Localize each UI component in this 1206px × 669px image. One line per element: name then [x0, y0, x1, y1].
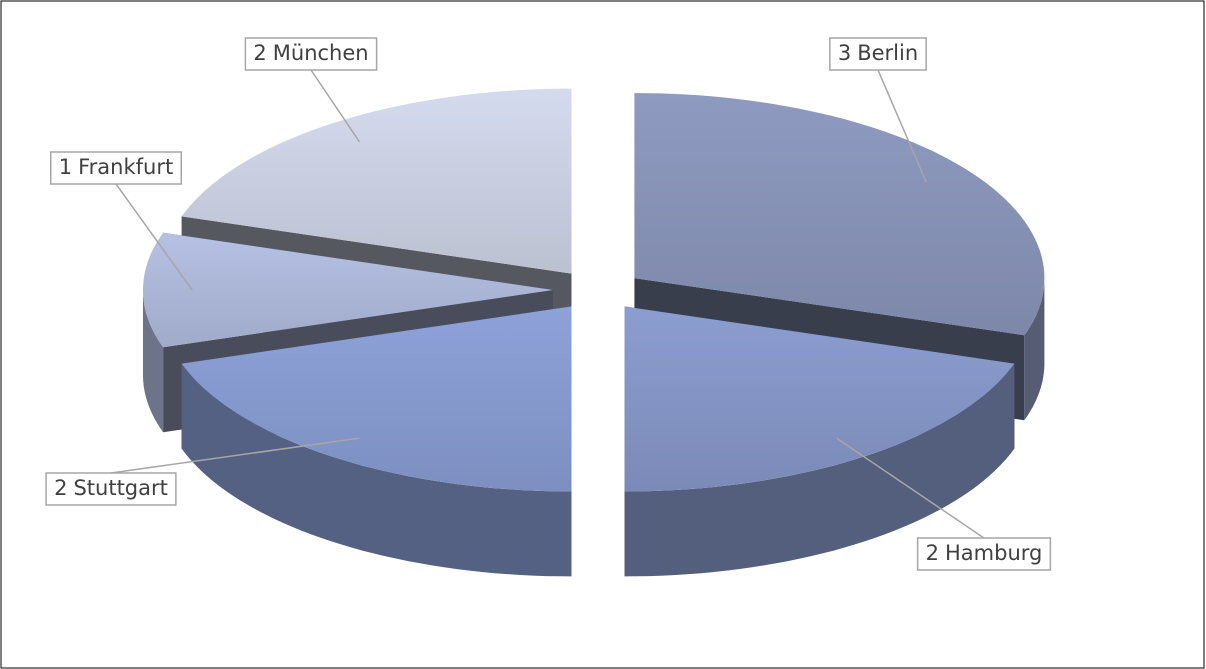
slice [634, 93, 1045, 336]
label-category: Stuttgart [73, 476, 167, 500]
label-box [829, 37, 927, 71]
label-category: Hamburg [945, 541, 1042, 565]
label-box [244, 37, 378, 71]
leader-line [115, 183, 193, 291]
pie [143, 88, 1045, 577]
label-value: 1 [59, 155, 72, 179]
data-label: 2 München [253, 41, 368, 65]
data-label: 2 Hamburg [926, 541, 1043, 565]
leader-line [110, 437, 360, 474]
leader-line [877, 69, 927, 183]
label-box [50, 151, 182, 185]
label-value: 3 [838, 41, 851, 65]
slice-wall [624, 363, 1015, 577]
leader-line [836, 437, 985, 539]
data-label: 3 Berlin [838, 41, 918, 65]
label-category: Berlin [857, 41, 918, 65]
data-label: 2 Stuttgart [54, 476, 168, 500]
label-category: München [273, 41, 369, 65]
slice-wall [143, 290, 164, 433]
slice [181, 88, 572, 274]
leader-line [310, 69, 361, 143]
slice-wall [181, 363, 572, 577]
label-value: 2 [54, 476, 67, 500]
label-box [45, 472, 177, 506]
slice [624, 306, 1015, 492]
label-value: 2 [926, 541, 939, 565]
label-category: Frankfurt [78, 155, 173, 179]
slice-wall [1024, 278, 1045, 421]
label-box [916, 537, 1052, 571]
data-label: 1 Frankfurt [59, 155, 173, 179]
slice [181, 306, 572, 492]
slice [143, 232, 553, 348]
label-value: 2 [253, 41, 266, 65]
